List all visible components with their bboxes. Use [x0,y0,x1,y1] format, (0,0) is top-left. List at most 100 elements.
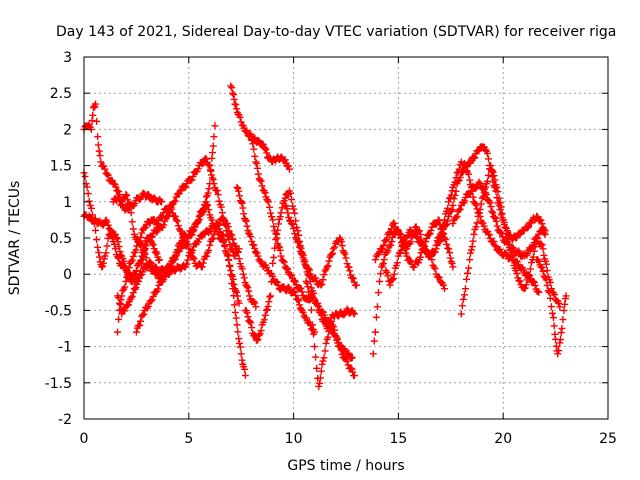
data-point [444,217,452,225]
data-point [237,118,245,126]
data-point [174,222,182,230]
data-point [453,169,461,177]
data-point [228,231,236,239]
data-point [562,292,570,300]
data-point [327,317,335,325]
data-point [404,232,412,240]
data-point [244,284,252,292]
data-point [372,313,380,321]
data-point [132,328,140,336]
data-point [482,191,490,199]
data-point [194,216,202,224]
data-point [106,226,114,234]
data-point [215,197,223,205]
data-point [439,281,447,289]
data-point [530,278,538,286]
data-point [308,321,316,329]
data-point [233,321,241,329]
data-point [513,269,521,277]
data-point [224,251,232,259]
data-point [152,263,160,271]
data-point [258,182,266,190]
data-point [161,272,169,280]
data-point [464,269,472,277]
data-point [206,241,214,249]
data-point [555,299,563,307]
data-point [209,176,217,184]
data-point [226,241,234,249]
data-point [161,217,169,225]
data-point [124,272,132,280]
data-point [340,248,348,256]
data-point [388,225,396,233]
data-point [293,223,301,231]
y-tick-label: -1 [58,340,72,356]
data-point [394,228,402,236]
data-point [153,250,161,258]
data-point [147,297,155,305]
data-point [101,252,109,260]
data-point [276,246,284,254]
data-point [459,295,467,303]
data-point [234,328,242,336]
data-point [497,203,505,211]
data-point [241,365,249,373]
y-tick-label: -0.5 [45,303,72,319]
data-point [199,205,207,213]
data-point [538,241,546,249]
data-point [467,249,475,257]
data-point [232,101,240,109]
data-point [286,271,294,279]
y-axis-label: SDTVAR / TECUs [7,181,23,296]
data-point [168,205,176,213]
data-point [502,251,510,259]
data-point [374,250,382,258]
data-point [134,277,142,285]
data-point [228,84,236,92]
data-point [546,294,554,302]
data-point [140,246,148,254]
data-point [493,222,501,230]
data-point [206,162,214,170]
data-point [171,197,179,205]
data-point [198,263,206,271]
data-point [165,267,173,275]
data-point [94,243,102,251]
data-point [209,142,217,150]
data-point [281,156,289,164]
data-point [107,227,115,235]
data-point [487,162,495,170]
data-point [85,197,93,205]
data-point [108,233,116,241]
data-point [449,201,457,209]
data-point [103,242,111,250]
data-point [472,201,480,209]
x-axis-tick-labels: 0 5 10 15 20 25 [80,431,617,447]
data-point [251,152,259,160]
data-point [490,172,498,180]
data-point [319,276,327,284]
data-point [542,260,550,268]
data-point [94,133,102,141]
data-point [124,269,132,277]
data-point [183,238,191,246]
data-point [207,167,215,175]
data-point [337,341,345,349]
data-point [102,249,110,257]
data-point [176,245,184,253]
data-point [466,176,474,184]
data-point [96,152,104,160]
data-point [253,159,261,167]
data-point [467,246,475,254]
data-point [535,288,543,296]
x-axis-label: GPS time / hours [287,458,404,474]
data-point [219,238,227,246]
data-point [390,220,398,228]
data-point [203,252,211,260]
data-point [328,251,336,259]
data-point [488,207,496,215]
data-point [84,190,92,198]
data-point [350,310,358,318]
data-point [276,213,284,221]
data-point [525,271,533,279]
